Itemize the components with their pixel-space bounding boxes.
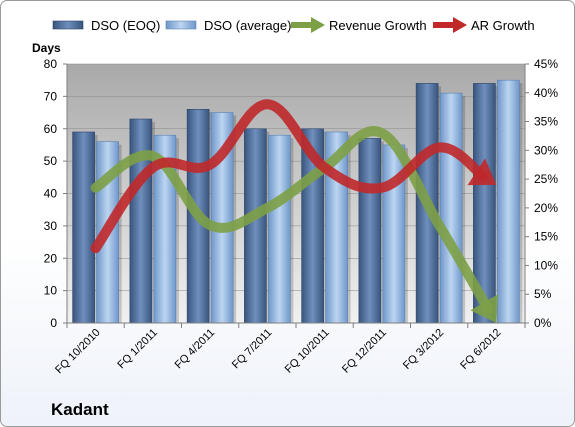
legend-swatch — [52, 20, 84, 30]
bar — [244, 128, 267, 324]
y-tick-label-right: 0% — [534, 316, 552, 330]
y-tick-label-left: 30 — [44, 219, 58, 233]
y-tick-label-left: 80 — [44, 57, 58, 71]
y-tick-label-left: 50 — [44, 154, 58, 168]
x-tick-label: FQ 10/2010 — [53, 327, 103, 377]
series-line — [90, 99, 488, 254]
bar — [497, 79, 520, 324]
y-tick-label-right: 40% — [534, 86, 558, 100]
x-tick-label: FQ 10/2011 — [283, 327, 332, 376]
y-tick-label-left: 0 — [50, 316, 57, 330]
bar — [72, 131, 95, 324]
y-axis-title: Days — [32, 41, 61, 55]
series-arrowhead — [467, 158, 497, 186]
y-tick-label-right: 30% — [534, 143, 558, 157]
bar — [268, 134, 291, 324]
y-tick-label-left: 60 — [44, 122, 58, 136]
y-tick-label-left: 10 — [44, 284, 58, 298]
y-tick-label-left: 40 — [44, 187, 58, 201]
legend-label: Revenue Growth — [329, 18, 427, 33]
x-tick-label: FQ 7/2011 — [230, 327, 275, 372]
series-arrowhead — [470, 294, 499, 323]
legend-label: DSO (EOQ) — [91, 18, 160, 33]
y-tick-label-right: 10% — [534, 258, 558, 272]
bar — [129, 118, 153, 324]
legend-label: DSO (average) — [204, 18, 291, 33]
y-tick-label-right: 20% — [534, 201, 558, 215]
bar — [439, 92, 463, 324]
x-tick-label: FQ 3/2012 — [401, 327, 446, 372]
legend-arrowhead — [453, 17, 467, 33]
y-tick-label-right: 45% — [534, 57, 558, 71]
y-tick-label-right: 25% — [534, 172, 558, 186]
legend-swatch — [165, 20, 197, 30]
bar — [358, 138, 382, 324]
company-name: Kadant — [51, 400, 109, 419]
x-tick-label: FQ 1/2011 — [115, 327, 160, 372]
x-tick-label: FQ 12/2011 — [340, 327, 389, 376]
y-tick-label-right: 5% — [534, 287, 552, 301]
y-tick-label-right: 35% — [534, 115, 558, 129]
legend-arrowhead — [311, 17, 325, 33]
x-tick-label: FQ 6/2012 — [458, 327, 503, 372]
legend-label: AR Growth — [471, 18, 535, 33]
y-tick-label-left: 20 — [44, 251, 58, 265]
y-tick-label-right: 15% — [534, 230, 558, 244]
y-tick-label-left: 70 — [44, 89, 58, 103]
x-tick-label: FQ 4/2011 — [173, 327, 218, 372]
